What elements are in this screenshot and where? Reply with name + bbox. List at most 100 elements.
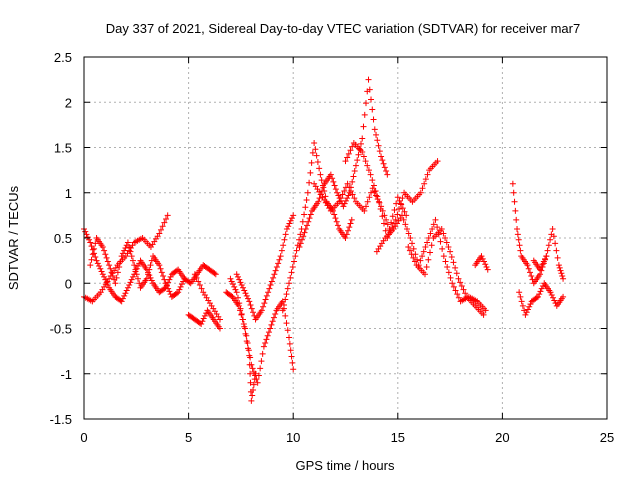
data-point-marker bbox=[512, 207, 519, 214]
data-point-marker bbox=[133, 265, 140, 272]
data-point-marker bbox=[366, 194, 373, 201]
data-point-marker bbox=[118, 253, 125, 260]
data-point-marker bbox=[334, 189, 341, 196]
data-point-marker bbox=[480, 311, 487, 318]
data-point-marker bbox=[341, 200, 348, 207]
data-point-marker bbox=[227, 275, 234, 282]
data-point-marker bbox=[268, 321, 275, 328]
data-point-marker bbox=[238, 311, 245, 318]
data-point-marker bbox=[391, 206, 398, 213]
data-point-marker bbox=[369, 106, 376, 113]
data-point-marker bbox=[550, 294, 557, 301]
data-point-marker bbox=[113, 274, 120, 281]
series-arc-g bbox=[227, 275, 259, 404]
data-point-marker bbox=[199, 318, 206, 325]
data-point-marker bbox=[242, 330, 249, 337]
data-point-marker bbox=[421, 180, 428, 187]
data-point-marker bbox=[524, 262, 531, 269]
data-point-marker bbox=[249, 365, 256, 372]
data-point-marker bbox=[93, 257, 100, 264]
data-point-marker bbox=[398, 212, 405, 219]
data-point-marker bbox=[450, 283, 457, 290]
data-point-marker bbox=[246, 361, 253, 368]
data-point-marker bbox=[432, 216, 439, 223]
data-point-marker bbox=[291, 258, 298, 265]
data-point-marker bbox=[339, 191, 346, 198]
data-point-marker bbox=[239, 316, 246, 323]
data-point-marker bbox=[156, 230, 163, 237]
data-point-marker bbox=[264, 332, 271, 339]
data-point-marker bbox=[119, 250, 126, 257]
data-point-marker bbox=[363, 203, 370, 210]
data-point-marker bbox=[238, 282, 245, 289]
data-point-marker bbox=[248, 305, 255, 312]
data-point-marker bbox=[156, 262, 163, 269]
data-point-marker bbox=[126, 244, 133, 251]
data-point-marker bbox=[249, 392, 256, 399]
data-point-marker bbox=[342, 197, 349, 204]
data-point-marker bbox=[99, 244, 106, 251]
data-point-marker bbox=[196, 282, 203, 289]
data-point-marker bbox=[305, 218, 312, 225]
data-point-marker bbox=[265, 329, 272, 336]
x-tick-label: 25 bbox=[600, 430, 614, 445]
data-point-marker bbox=[445, 269, 452, 276]
data-point-marker bbox=[410, 254, 417, 261]
data-point-marker bbox=[424, 239, 431, 246]
data-point-marker bbox=[88, 243, 95, 250]
data-point-marker bbox=[516, 289, 523, 296]
data-point-marker bbox=[211, 270, 218, 277]
data-point-marker bbox=[447, 274, 454, 281]
data-point-marker bbox=[344, 154, 351, 161]
data-point-marker bbox=[560, 275, 567, 282]
data-point-marker bbox=[347, 220, 354, 227]
data-point-marker bbox=[552, 300, 559, 307]
data-point-marker bbox=[261, 300, 268, 307]
data-point-marker bbox=[528, 273, 535, 280]
data-point-marker bbox=[334, 222, 341, 229]
data-point-marker bbox=[319, 187, 326, 194]
data-point-marker bbox=[478, 253, 485, 260]
data-point-marker bbox=[284, 285, 291, 292]
data-point-marker bbox=[268, 278, 275, 285]
data-point-marker bbox=[83, 231, 90, 238]
data-point-marker bbox=[394, 211, 401, 218]
data-point-marker bbox=[370, 182, 377, 189]
data-point-marker bbox=[246, 298, 253, 305]
data-point-marker bbox=[247, 370, 254, 377]
data-point-marker bbox=[87, 262, 94, 269]
data-point-marker bbox=[134, 275, 141, 282]
y-tick-label: -1 bbox=[60, 367, 72, 382]
data-point-marker bbox=[396, 206, 403, 213]
data-point-marker bbox=[389, 213, 396, 220]
data-point-marker bbox=[542, 255, 549, 262]
data-point-marker bbox=[159, 223, 166, 230]
data-point-marker bbox=[233, 271, 240, 278]
data-point-marker bbox=[112, 280, 119, 287]
data-point-marker bbox=[537, 266, 544, 273]
data-point-marker bbox=[538, 285, 545, 292]
data-point-marker bbox=[352, 162, 359, 169]
data-point-marker bbox=[129, 273, 136, 280]
data-point-marker bbox=[422, 176, 429, 183]
data-point-marker bbox=[427, 230, 434, 237]
data-point-marker bbox=[216, 325, 223, 332]
data-point-marker bbox=[318, 177, 325, 184]
data-point-marker bbox=[534, 293, 541, 300]
data-point-marker bbox=[280, 301, 287, 308]
data-point-marker bbox=[382, 227, 389, 234]
data-point-marker bbox=[367, 171, 374, 178]
data-point-marker bbox=[283, 320, 290, 327]
data-point-marker bbox=[286, 280, 293, 287]
data-point-marker bbox=[355, 151, 362, 158]
data-point-marker bbox=[178, 281, 185, 288]
data-point-marker bbox=[282, 312, 289, 319]
data-point-marker bbox=[298, 236, 305, 243]
data-point-marker bbox=[316, 165, 323, 172]
data-point-marker bbox=[164, 212, 171, 219]
data-point-marker bbox=[124, 239, 131, 246]
data-point-marker bbox=[311, 139, 318, 146]
data-point-marker bbox=[407, 235, 414, 241]
data-point-marker bbox=[288, 215, 295, 222]
